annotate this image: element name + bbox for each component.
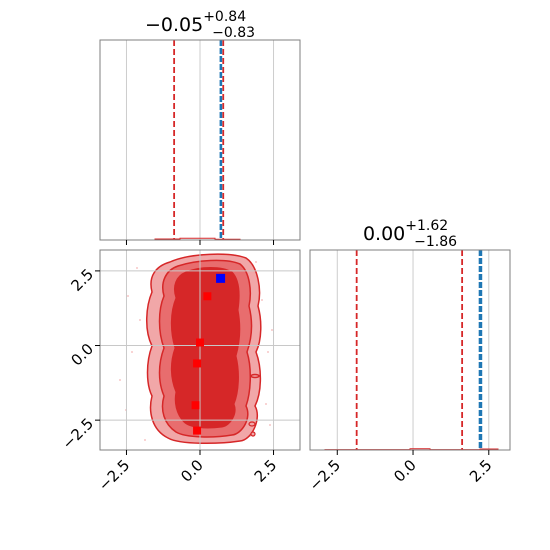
x-tick-label: −2.5 xyxy=(306,456,344,494)
histogram-2-xticks: −2.5 0.0 2.5 xyxy=(306,450,496,495)
contour-island xyxy=(250,431,256,437)
histogram-panel-param-2: −2.5 0.0 2.5 0.00+1.62 −1.86 xyxy=(306,218,511,495)
histogram-1-title-median: −0.05 xyxy=(145,14,203,36)
contour-xticks: −2.5 0.0 2.5 xyxy=(95,450,281,495)
histogram-2-grid xyxy=(336,250,490,450)
y-tick-label: 0.0 xyxy=(67,340,97,370)
histogram-1-title: −0.05+0.84 −0.83 xyxy=(145,9,255,41)
contour-level-inner xyxy=(170,267,241,429)
histogram-1-title-minus: −0.83 xyxy=(212,25,255,41)
x-tick-label: 0.0 xyxy=(390,456,420,486)
histogram-2-lines xyxy=(355,250,483,450)
y-tick-label: −2.5 xyxy=(59,414,97,452)
histogram-panel-param-1: −0.05+0.84 −0.83 xyxy=(99,9,301,245)
sample-marker-red xyxy=(193,426,202,435)
histogram-1-xticks xyxy=(125,240,275,245)
x-tick-label: −2.5 xyxy=(95,456,133,494)
sample-marker-red xyxy=(191,401,200,410)
contour-grid xyxy=(100,250,300,450)
histogram-2-title-minus: −1.86 xyxy=(414,234,457,250)
sample-marker-red xyxy=(193,359,202,368)
contour-panel: −2.5 0.0 2.5 2.5 0.0 −2.5 xyxy=(59,249,301,495)
contour-island xyxy=(250,373,260,379)
contour-island xyxy=(248,421,256,427)
sample-marker-red xyxy=(196,338,204,347)
histogram-1-lines xyxy=(173,40,225,240)
y-tick-label: 2.5 xyxy=(67,265,97,295)
histogram-1-grid xyxy=(125,40,275,240)
histogram-1-title-plus: +0.84 xyxy=(203,9,246,25)
x-tick-label: 2.5 xyxy=(466,456,496,486)
histogram-2-title-plus: +1.62 xyxy=(405,218,448,234)
contour-markers xyxy=(191,273,226,435)
sample-marker-blue xyxy=(216,273,226,283)
histogram-2-title-median: 0.00 xyxy=(363,223,405,245)
x-tick-label: 2.5 xyxy=(251,456,281,486)
sample-marker-red xyxy=(203,292,212,301)
histogram-2-title: 0.00+1.62 −1.86 xyxy=(363,218,457,250)
contour-yticks: 2.5 0.0 −2.5 xyxy=(59,265,100,453)
x-tick-label: 0.0 xyxy=(177,456,207,486)
